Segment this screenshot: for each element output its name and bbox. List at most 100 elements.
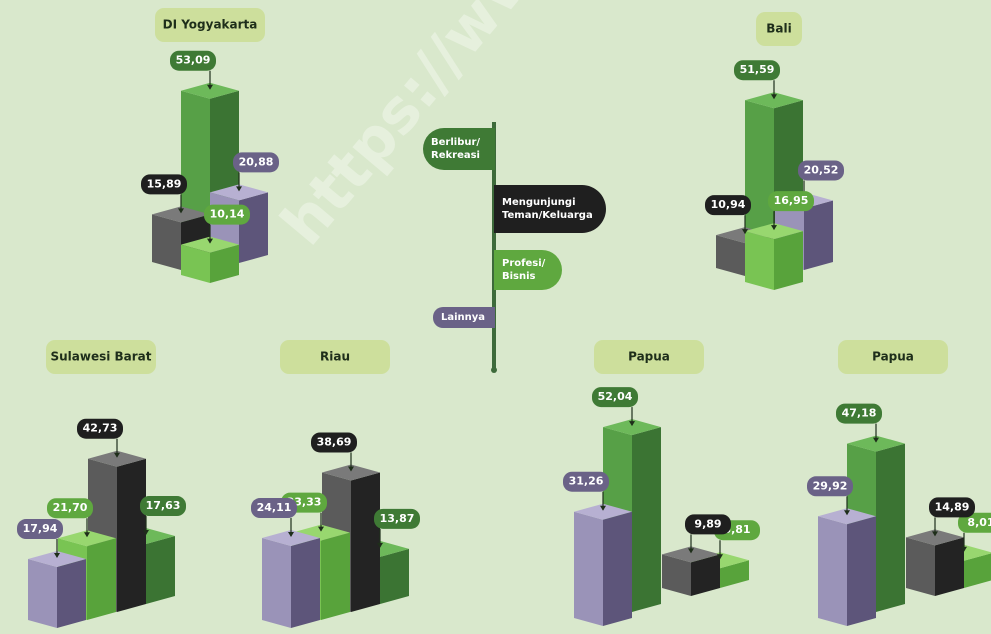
bar-side xyxy=(291,538,320,628)
chart-title: Riau xyxy=(320,350,350,364)
value-label-box xyxy=(768,191,814,212)
label-arrowhead xyxy=(84,532,90,538)
bar-top xyxy=(181,236,239,253)
value-label: 21,70 xyxy=(53,501,88,514)
bar-top xyxy=(745,92,803,109)
chart-title-pill xyxy=(46,340,156,374)
value-label: 15,89 xyxy=(147,177,182,190)
bar-top xyxy=(847,435,905,452)
value-label: 13,87 xyxy=(380,512,415,525)
value-label: 14,89 xyxy=(935,500,970,513)
bar-side xyxy=(210,244,239,283)
label-arrowhead xyxy=(348,466,354,472)
value-label-box xyxy=(311,432,357,453)
value-label-box xyxy=(47,498,93,519)
bar-side xyxy=(351,472,380,612)
value-label: 31,26 xyxy=(569,475,604,488)
value-label-box xyxy=(17,519,63,540)
bar-side xyxy=(935,537,964,596)
bar-front xyxy=(28,559,57,628)
value-label: 52,04 xyxy=(598,390,633,403)
label-arrowhead xyxy=(961,546,967,552)
bar-top xyxy=(181,82,239,99)
legend-item: Profesi/ Bisnis xyxy=(494,250,562,290)
bar-front xyxy=(662,554,691,596)
bar-front xyxy=(906,537,935,596)
bar-top xyxy=(906,529,964,546)
chart-title: Papua xyxy=(628,350,670,364)
value-label-box xyxy=(807,476,853,497)
value-label: 20,52 xyxy=(804,163,839,176)
value-label: 53,09 xyxy=(176,54,211,67)
chart-title: Papua xyxy=(872,350,914,364)
label-arrowhead xyxy=(143,530,149,536)
bar-side xyxy=(774,231,803,290)
value-label: 42,73 xyxy=(83,422,118,435)
bar-side xyxy=(876,443,905,612)
value-label: 38,69 xyxy=(317,435,352,448)
bar-side xyxy=(57,559,86,628)
chart-title-pill xyxy=(756,12,802,46)
bar-front xyxy=(818,516,847,626)
bar-top xyxy=(58,530,116,547)
value-label-box xyxy=(77,418,123,439)
value-label: 17,94 xyxy=(23,522,58,535)
label-arrowhead xyxy=(288,532,294,538)
value-label: 8,01 xyxy=(967,516,991,529)
label-arrowhead xyxy=(844,510,850,516)
chart-title: Sulawesi Barat xyxy=(50,350,151,364)
value-label-box xyxy=(374,508,420,529)
value-label-box xyxy=(170,50,216,71)
bar xyxy=(28,551,86,628)
bar xyxy=(662,546,720,596)
label-arrowhead xyxy=(207,84,213,90)
label-arrowhead xyxy=(932,531,938,537)
bar xyxy=(818,508,876,626)
bar-front xyxy=(716,235,745,276)
value-label: 24,11 xyxy=(257,501,292,514)
label-arrowhead xyxy=(114,452,120,458)
legend-item: Lainnya xyxy=(433,307,495,328)
bar-side xyxy=(720,560,749,588)
bar-side xyxy=(632,427,661,612)
value-label-box xyxy=(563,471,609,492)
bar-side xyxy=(603,511,632,626)
value-label: 51,59 xyxy=(740,63,775,76)
chart-title-pill xyxy=(838,340,948,374)
bar-top xyxy=(152,206,210,223)
value-label-box xyxy=(929,497,975,518)
bar-side xyxy=(321,532,350,620)
bar-top xyxy=(210,184,268,201)
chart-title: Bali xyxy=(766,22,791,36)
label-arrowhead xyxy=(600,505,606,511)
bar-top xyxy=(28,551,86,568)
label-arrowhead xyxy=(771,225,777,231)
label-arrowhead xyxy=(742,229,748,235)
bar-side xyxy=(847,516,876,626)
bar-side xyxy=(804,200,833,270)
value-label-box xyxy=(685,514,731,535)
value-label-box xyxy=(204,204,250,225)
value-label: 10,14 xyxy=(210,208,245,221)
bar-front xyxy=(262,538,291,628)
value-label: 47,18 xyxy=(842,407,877,420)
bar xyxy=(745,223,803,290)
chart-title-pill xyxy=(594,340,704,374)
bar xyxy=(181,236,239,283)
bar-front xyxy=(745,100,774,263)
label-arrowhead xyxy=(54,553,60,559)
label-arrowhead xyxy=(178,208,184,214)
value-label: 29,92 xyxy=(813,479,848,492)
bar-front xyxy=(745,231,774,290)
value-label: 16,95 xyxy=(774,194,809,207)
bar-front xyxy=(152,214,181,270)
label-arrowhead xyxy=(629,421,635,427)
label-arrowhead xyxy=(771,94,777,100)
bar-front xyxy=(574,511,603,626)
value-label-box xyxy=(798,160,844,181)
label-arrowhead xyxy=(717,554,723,560)
bar-front xyxy=(181,244,210,283)
bar xyxy=(574,503,632,626)
label-arrowhead xyxy=(377,542,383,548)
bar-side xyxy=(146,536,175,604)
